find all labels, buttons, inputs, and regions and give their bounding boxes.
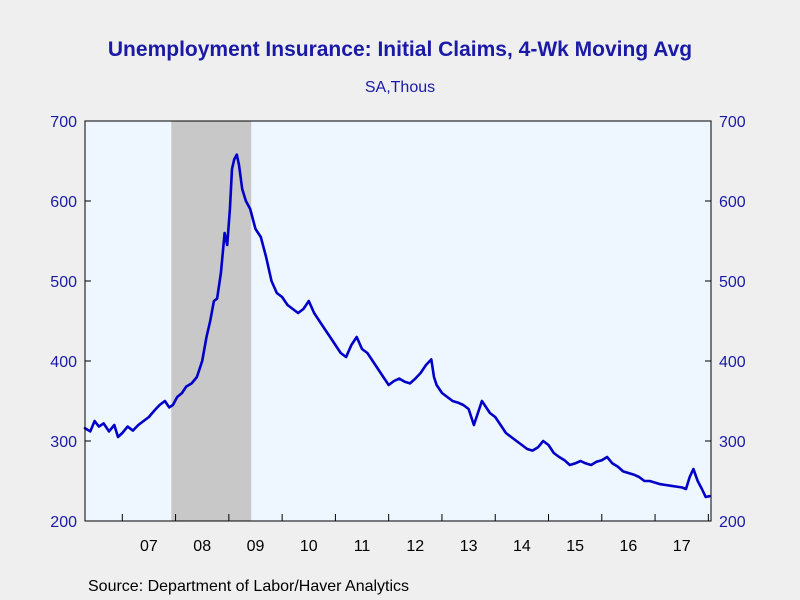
chart-title: Unemployment Insurance: Initial Claims, …	[107, 38, 693, 61]
y-tick-label-right: 200	[719, 514, 746, 531]
y-tick-label-left: 200	[50, 514, 77, 531]
y-tick-label-right: 500	[719, 274, 746, 291]
x-tick-label: 14	[513, 538, 531, 555]
x-tick-label: 16	[620, 538, 638, 555]
x-tick-label: 12	[406, 538, 424, 555]
y-tick-label-right: 700	[719, 114, 746, 131]
x-tick-label: 09	[247, 538, 265, 555]
x-tick-label: 07	[140, 538, 158, 555]
y-tick-label-right: 600	[719, 194, 746, 211]
y-tick-label-left: 400	[50, 354, 77, 371]
x-tick-label: 15	[566, 538, 584, 555]
x-tick-label: 10	[300, 538, 318, 555]
plot-frame	[84, 120, 712, 522]
x-tick-label: 13	[460, 538, 478, 555]
chart-subtitle: SA,Thous	[364, 79, 436, 96]
y-tick-label-left: 300	[50, 434, 77, 451]
y-tick-label-right: 300	[719, 434, 746, 451]
source-note: Source: Department of Labor/Haver Analyt…	[88, 578, 410, 595]
x-tick-label: 11	[354, 538, 371, 555]
y-tick-label-left: 700	[50, 114, 77, 131]
y-tick-label-left: 500	[50, 274, 77, 291]
y-tick-label-right: 400	[719, 354, 746, 371]
y-tick-label-left: 600	[50, 194, 77, 211]
x-tick-label: 08	[193, 538, 211, 555]
x-tick-label: 17	[673, 538, 691, 555]
series-line-0	[83, 153, 711, 499]
